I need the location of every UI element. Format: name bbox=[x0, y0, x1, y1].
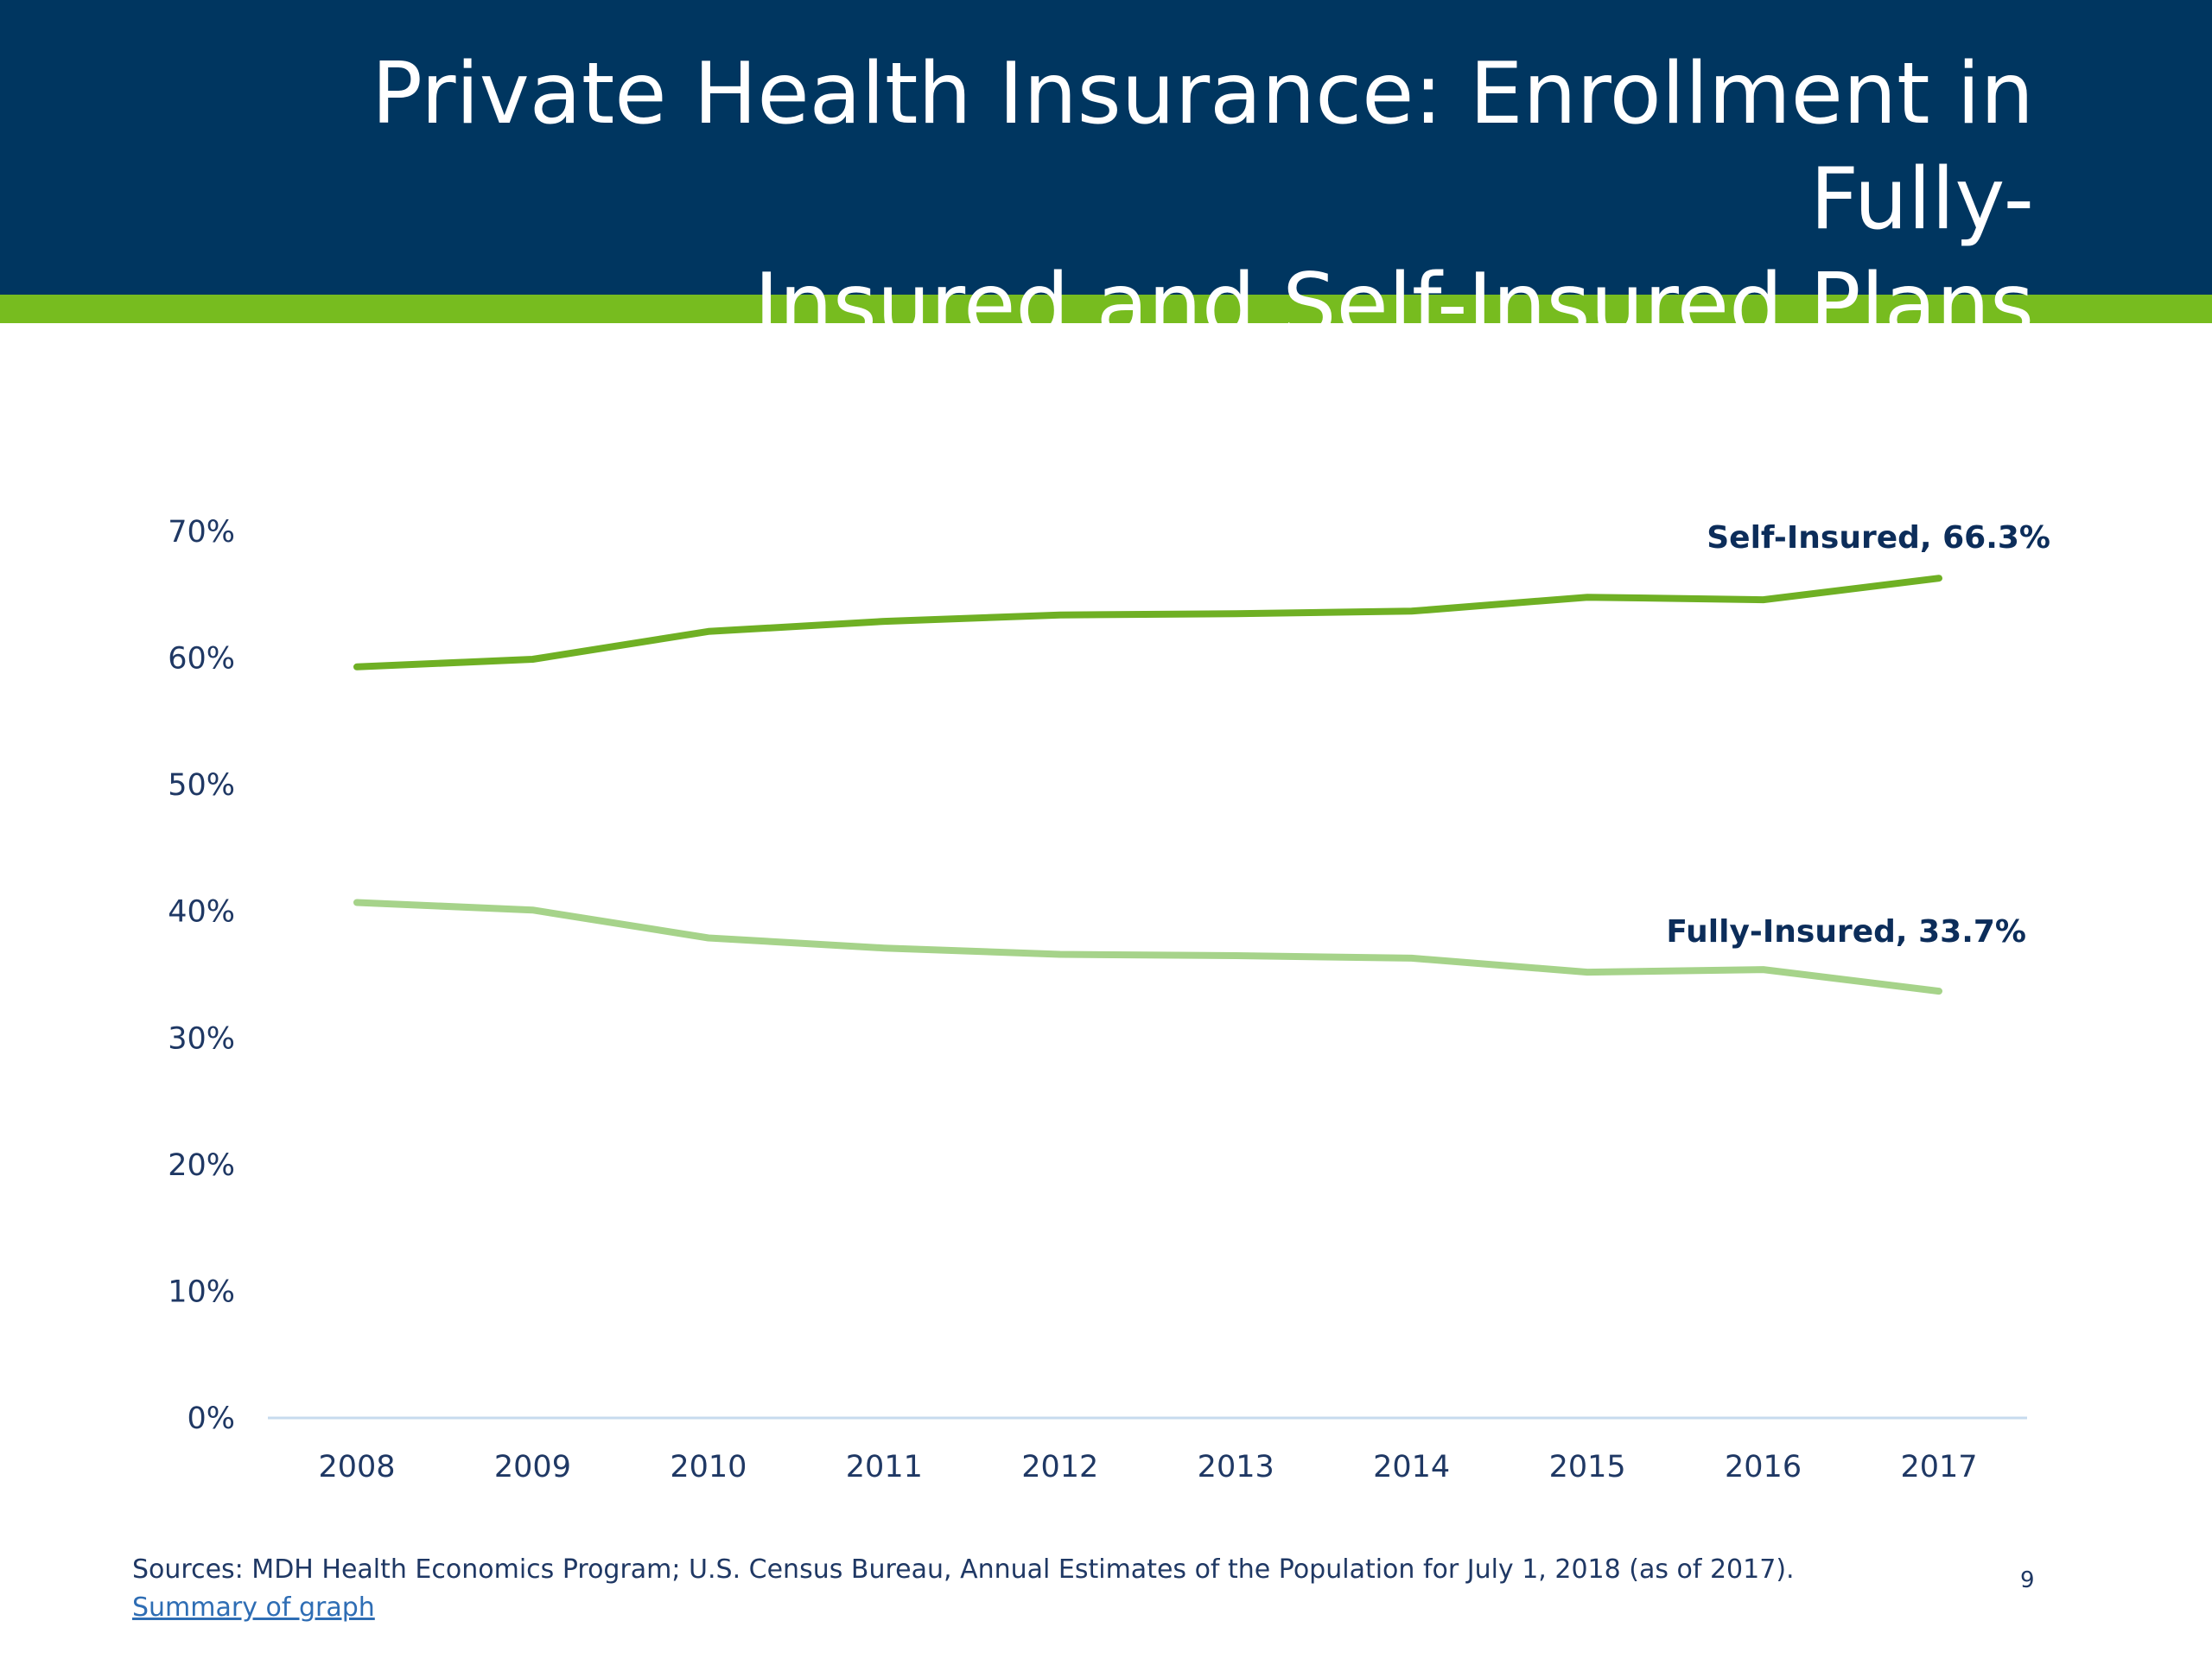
y-tick-label: 40% bbox=[168, 895, 235, 930]
x-axis-ticks: 2008 2009 2010 2011 2012 2013 2014 2015 2016 2017 bbox=[318, 1450, 1977, 1484]
series-lines bbox=[353, 575, 1942, 995]
y-tick-label: 50% bbox=[168, 768, 235, 803]
y-tick-label: 0% bbox=[187, 1402, 235, 1436]
x-tick-label: 2008 bbox=[318, 1450, 395, 1484]
series-line-fully-insured bbox=[353, 899, 1942, 995]
title-line-1: Private Health Insurance: Enrollment in … bbox=[371, 45, 2034, 249]
series-label-self-insured: Self-Insured, 66.3% bbox=[1707, 520, 2050, 556]
x-tick-label: 2017 bbox=[1900, 1450, 1977, 1484]
y-tick-label: 10% bbox=[168, 1274, 235, 1309]
x-tick-label: 2015 bbox=[1549, 1450, 1626, 1484]
slide-title: Private Health Insurance: Enrollment in … bbox=[219, 41, 2034, 358]
y-axis-ticks: 0% 10% 20% 30% 40% 50% 60% 70% bbox=[168, 515, 235, 1436]
summary-of-graph-link[interactable]: Summary of graph bbox=[132, 1592, 375, 1623]
y-tick-label: 60% bbox=[168, 642, 235, 677]
title-line-2: Insured and Self-Insured Plans bbox=[753, 256, 2034, 354]
x-tick-label: 2013 bbox=[1198, 1450, 1274, 1484]
sources-text: Sources: MDH Health Economics Program; U… bbox=[132, 1554, 1795, 1585]
x-tick-label: 2016 bbox=[1725, 1450, 1802, 1484]
x-tick-label: 2014 bbox=[1373, 1450, 1450, 1484]
y-tick-label: 30% bbox=[168, 1021, 235, 1056]
x-tick-label: 2011 bbox=[846, 1450, 923, 1484]
sources-note: Sources: MDH Health Economics Program; U… bbox=[132, 1551, 1795, 1627]
series-label-fully-insured: Fully-Insured, 33.7% bbox=[1666, 914, 2026, 950]
x-tick-label: 2009 bbox=[494, 1450, 571, 1484]
title-band bbox=[0, 0, 2212, 295]
x-tick-label: 2012 bbox=[1021, 1450, 1098, 1484]
y-tick-label: 70% bbox=[168, 515, 235, 550]
y-tick-label: 20% bbox=[168, 1148, 235, 1183]
x-tick-label: 2010 bbox=[670, 1450, 747, 1484]
accent-band bbox=[0, 295, 2212, 323]
series-labels: Self-Insured, 66.3% Fully-Insured, 33.7% bbox=[1666, 520, 2050, 950]
page-number: 9 bbox=[2020, 1567, 2035, 1593]
series-line-self-insured bbox=[353, 575, 1942, 671]
